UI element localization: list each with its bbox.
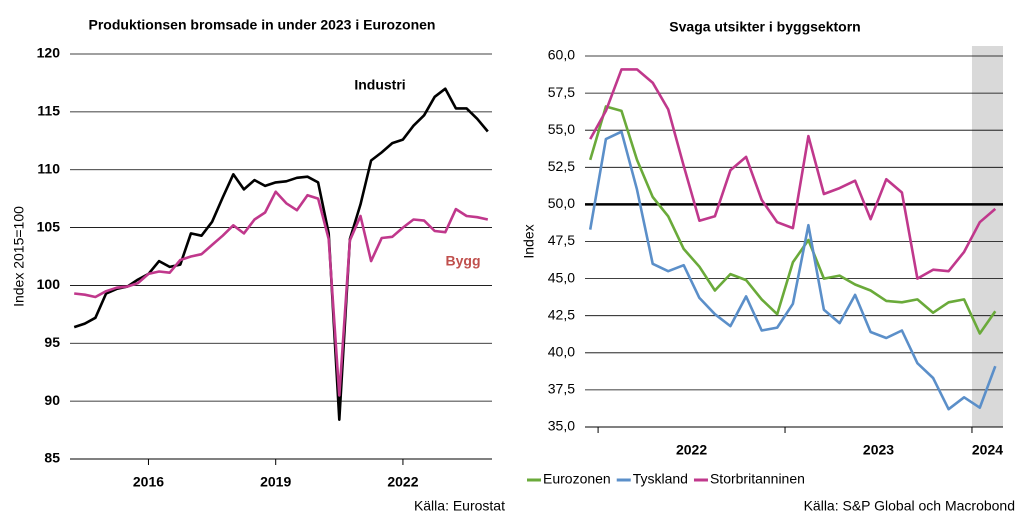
y-tick-label: 42,5: [548, 306, 575, 322]
line-series: [588, 130, 997, 411]
legend-label: Tyskland: [633, 471, 688, 487]
y-tick-label: 60,0: [548, 47, 575, 63]
y-tick-label: 90: [44, 392, 60, 408]
line-series: [74, 190, 489, 397]
line-series: [73, 87, 489, 421]
y-tick-label: 35,0: [548, 418, 575, 434]
y-axis-label: Index: [521, 224, 537, 258]
y-tick-label: 110: [37, 160, 60, 176]
source-note: Källa: Eurostat: [414, 498, 505, 514]
y-tick-label: 47,5: [548, 232, 575, 248]
legend-label: Eurozonen: [543, 471, 611, 487]
shaded-period: [971, 46, 1003, 427]
y-tick-label: 95: [44, 334, 60, 350]
x-tick-label: 2022: [387, 474, 418, 490]
x-tick-label: 2024: [972, 442, 1003, 458]
x-tick-label: 2016: [133, 474, 164, 490]
chart-title: Svaga utsikter i byggsektorn: [669, 19, 860, 35]
y-tick-label: 50,0: [548, 195, 575, 211]
series-label: Industri: [354, 77, 405, 93]
y-tick-label: 100: [37, 276, 61, 292]
line-series: [589, 68, 997, 280]
source-note: Källa: S&P Global och Macrobond: [804, 498, 1015, 514]
series-label: Bygg: [446, 253, 481, 269]
y-tick-label: 120: [37, 45, 61, 61]
chart-title: Produktionsen bromsade in under 2023 i E…: [89, 17, 436, 33]
y-tick-label: 52,5: [548, 158, 575, 174]
legend-label: Storbritanninen: [710, 471, 805, 487]
x-tick-label: 2022: [676, 442, 707, 458]
y-tick-label: 105: [37, 218, 61, 234]
x-tick-label: 2023: [863, 442, 894, 458]
y-tick-label: 115: [37, 103, 60, 119]
y-tick-label: 85: [44, 450, 60, 466]
y-tick-label: 37,5: [548, 381, 575, 397]
y-axis-label: Index 2015=100: [11, 206, 27, 307]
y-tick-label: 57,5: [548, 84, 575, 100]
x-tick-label: 2019: [260, 474, 291, 490]
line-series: [588, 105, 997, 335]
y-tick-label: 55,0: [548, 121, 575, 137]
y-tick-label: 45,0: [548, 269, 575, 285]
y-tick-label: 40,0: [548, 344, 575, 360]
